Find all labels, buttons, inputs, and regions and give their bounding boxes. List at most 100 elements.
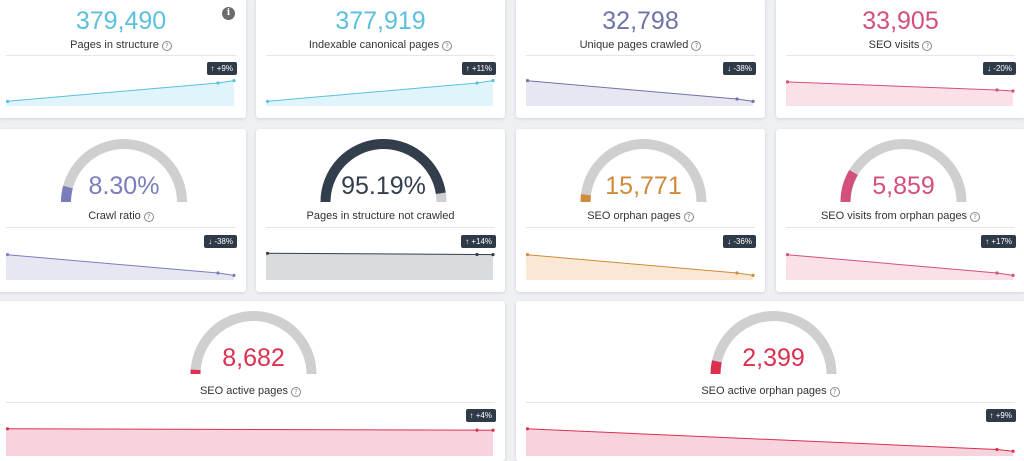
trend-badge: ↓ -20% (983, 62, 1016, 75)
card-seo-active-orphan-pages: 2,399 SEO active orphan pages? ↑ +9% (516, 301, 1024, 461)
sparkline-point (491, 79, 494, 82)
metric-label-text: Pages in structure not crawled (307, 210, 455, 222)
help-icon[interactable]: ? (970, 212, 980, 222)
sparkline-point (6, 253, 9, 256)
divider (266, 227, 495, 228)
sparkline (266, 250, 495, 280)
metric-label: SEO orphan pages? (516, 209, 765, 223)
sparkline-point (995, 448, 998, 451)
sparkline-point (216, 271, 219, 274)
sparkline-area (786, 255, 1013, 280)
help-icon[interactable]: ? (442, 41, 452, 51)
help-icon[interactable]: ? (922, 41, 932, 51)
sparkline-point (491, 253, 494, 256)
metric-label-text: Unique pages crawled (580, 39, 689, 51)
metric-label: Crawl ratio? (0, 209, 246, 223)
trend-badge: ↑ +11% (462, 62, 496, 75)
sparkline-point (6, 100, 9, 103)
card-crawl-ratio: 8.30% Crawl ratio? ↓ -38% (0, 129, 246, 292)
sparkline (786, 76, 1015, 106)
sparkline-area (6, 429, 493, 456)
metric-value: 8.30% (2, 172, 246, 200)
card-seo-orphan-pages: 15,771 SEO orphan pages? ↓ -36% (516, 129, 765, 292)
metric-label-text: SEO visits from orphan pages (821, 210, 967, 222)
trend-badge: ↓ -38% (204, 235, 237, 248)
sparkline (266, 76, 495, 106)
divider (6, 55, 236, 56)
sparkline-point (751, 100, 754, 103)
sparkline-point (475, 253, 478, 256)
trend-badge: ↑ +17% (981, 235, 1016, 248)
trend-badge: ↑ +4% (466, 409, 496, 422)
sparkline-area (526, 81, 753, 106)
metric-value: 95.19% (262, 172, 505, 200)
sparkline-area (266, 253, 493, 280)
divider (786, 227, 1015, 228)
metric-label-text: Crawl ratio (88, 210, 141, 222)
metric-value: 15,771 (522, 172, 765, 200)
sparkline-point (526, 79, 529, 82)
metric-value: 2,399 (522, 344, 1024, 372)
sparkline-point (475, 428, 478, 431)
sparkline-point (1011, 450, 1014, 453)
metric-value: 379,490 (0, 7, 246, 35)
sparkline-point (526, 427, 529, 430)
sparkline (526, 250, 755, 280)
help-icon[interactable]: ? (144, 212, 154, 222)
metric-label-text: SEO orphan pages (587, 210, 681, 222)
sparkline-point (266, 100, 269, 103)
metric-label: Unique pages crawled? (516, 38, 765, 52)
sparkline-area (6, 255, 234, 280)
trend-badge: ↓ -36% (723, 235, 756, 248)
help-icon[interactable]: ? (162, 41, 172, 51)
sparkline-point (735, 271, 738, 274)
card-indexable-canonical-pages: 377,919 Indexable canonical pages? ↑ +11% (256, 0, 505, 118)
help-icon[interactable]: ? (684, 212, 694, 222)
sparkline-point (232, 79, 235, 82)
divider (6, 227, 236, 228)
metric-label: SEO active orphan pages? (516, 384, 1024, 398)
sparkline (6, 250, 236, 280)
sparkline-area (526, 429, 1013, 456)
sparkline-point (216, 81, 219, 84)
info-icon[interactable]: i (222, 7, 235, 20)
sparkline (526, 424, 1015, 456)
help-icon[interactable]: ? (691, 41, 701, 51)
sparkline (6, 424, 495, 456)
metric-label: Indexable canonical pages? (256, 38, 505, 52)
sparkline-point (1011, 274, 1014, 277)
divider (526, 227, 755, 228)
metric-label: SEO visits? (776, 38, 1024, 52)
metric-label-text: Indexable canonical pages (309, 39, 439, 51)
card-pages-in-structure-not-crawled: 95.19%Pages in structure not crawled↑ +1… (256, 129, 505, 292)
divider (786, 55, 1015, 56)
card-seo-visits: 33,905 SEO visits? ↓ -20% (776, 0, 1024, 118)
sparkline-point (6, 427, 9, 430)
metric-label-text: SEO active pages (200, 385, 288, 397)
metric-label: SEO visits from orphan pages? (776, 209, 1024, 223)
sparkline-point (786, 80, 789, 83)
sparkline-point (266, 252, 269, 255)
help-icon[interactable]: ? (830, 387, 840, 397)
sparkline-area (786, 82, 1013, 106)
help-icon[interactable]: ? (291, 387, 301, 397)
sparkline-point (995, 271, 998, 274)
sparkline-point (995, 88, 998, 91)
sparkline-point (735, 97, 738, 100)
metric-value: 377,919 (256, 7, 505, 35)
metric-label: SEO active pages? (0, 384, 505, 398)
sparkline-point (491, 429, 494, 432)
metric-label: Pages in structure not crawled (256, 209, 505, 223)
sparkline-point (232, 274, 235, 277)
sparkline (6, 76, 236, 106)
metric-value: 33,905 (776, 7, 1024, 35)
metric-label-text: SEO visits (869, 39, 920, 51)
sparkline-point (786, 253, 789, 256)
sparkline-point (1011, 89, 1014, 92)
sparkline-area (526, 255, 753, 280)
divider (526, 55, 755, 56)
trend-badge: ↑ +9% (986, 409, 1016, 422)
metric-value: 8,682 (2, 344, 505, 372)
